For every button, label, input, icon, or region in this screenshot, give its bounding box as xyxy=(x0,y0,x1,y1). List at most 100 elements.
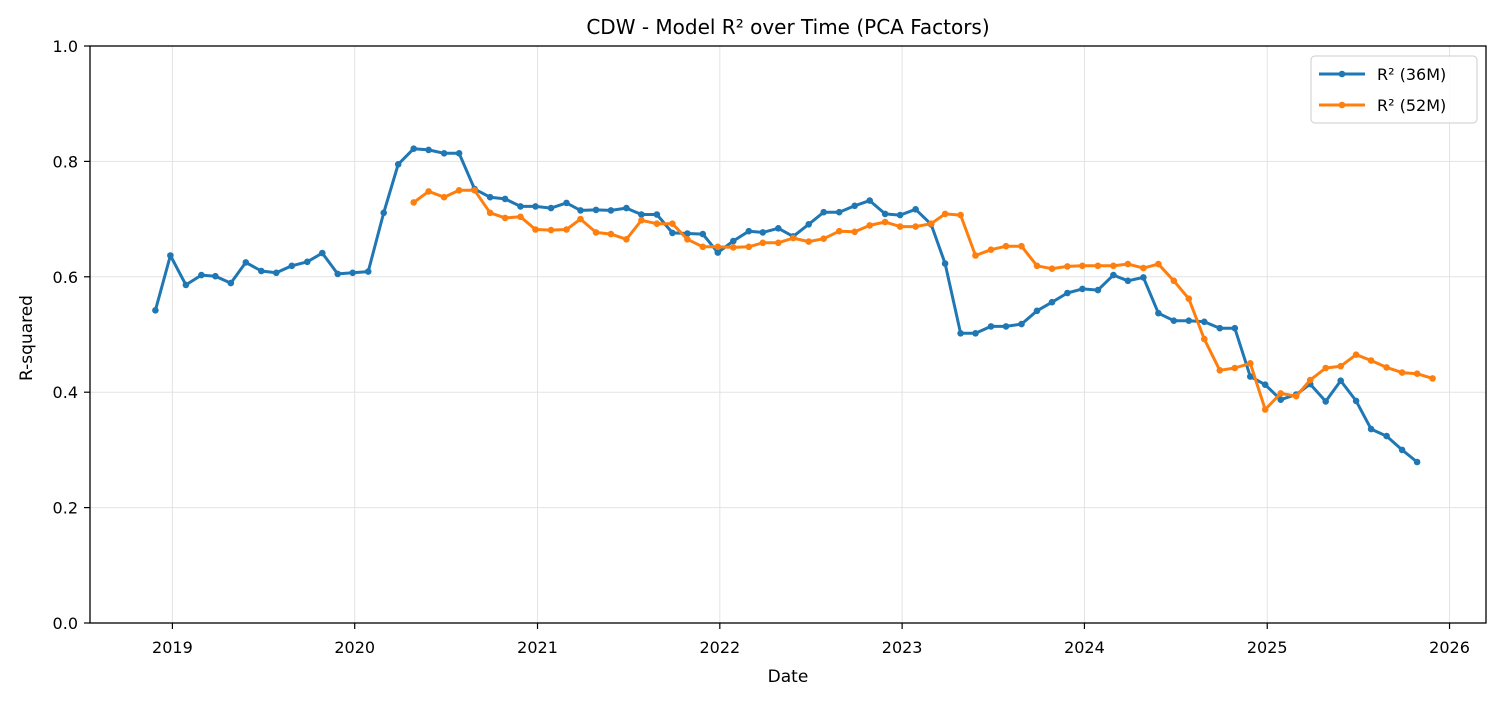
data-point xyxy=(501,195,509,203)
data-point xyxy=(425,188,432,195)
data-point xyxy=(547,226,555,234)
data-point xyxy=(1306,376,1314,384)
data-point xyxy=(730,244,737,251)
data-point xyxy=(1018,242,1025,250)
data-point xyxy=(912,206,919,213)
data-point xyxy=(1261,406,1269,413)
data-point xyxy=(1124,277,1132,285)
data-point xyxy=(623,236,630,243)
data-point xyxy=(501,214,509,222)
data-point xyxy=(1352,397,1360,405)
data-point xyxy=(912,223,919,230)
data-point xyxy=(1201,335,1208,343)
data-point xyxy=(1383,432,1390,440)
data-point xyxy=(684,236,691,243)
data-point xyxy=(1337,377,1344,385)
data-point xyxy=(410,145,418,152)
data-point xyxy=(1048,265,1056,273)
data-point xyxy=(1322,364,1329,372)
data-point xyxy=(699,243,707,251)
data-point xyxy=(242,259,250,266)
data-point xyxy=(410,199,418,206)
x-tick-label: 2025 xyxy=(1247,638,1288,657)
data-point xyxy=(957,211,964,219)
data-point xyxy=(1064,289,1071,297)
data-point xyxy=(881,210,889,218)
x-tick-label: 2020 xyxy=(334,638,375,657)
data-point xyxy=(1048,298,1056,306)
data-point xyxy=(1018,320,1025,328)
data-point xyxy=(941,210,949,218)
x-tick-label: 2023 xyxy=(882,638,923,657)
data-point xyxy=(972,252,979,259)
data-point xyxy=(455,187,463,194)
data-point xyxy=(1140,274,1147,281)
y-tick-label: 0.8 xyxy=(53,152,78,171)
data-point xyxy=(1201,318,1208,326)
data-point xyxy=(1367,357,1375,364)
data-point xyxy=(638,211,645,218)
data-point xyxy=(1398,369,1406,376)
data-point xyxy=(1170,317,1178,325)
data-point xyxy=(669,229,676,237)
series-layer xyxy=(152,145,1436,466)
x-tick-label: 2022 xyxy=(699,638,740,657)
data-point xyxy=(517,203,524,210)
data-point xyxy=(1064,263,1071,270)
data-point xyxy=(227,279,235,287)
data-point xyxy=(1247,360,1254,367)
data-point xyxy=(212,272,219,280)
data-point xyxy=(1079,262,1086,270)
data-point xyxy=(1413,370,1421,378)
data-point xyxy=(789,234,797,242)
data-point xyxy=(380,209,388,217)
data-point xyxy=(866,197,873,204)
x-axis: 2019 2020 2021 2022 2023 2024 2025 2026 xyxy=(152,623,1470,657)
data-point xyxy=(699,230,707,238)
data-point xyxy=(167,252,174,259)
legend-marker xyxy=(1338,70,1346,78)
data-point xyxy=(471,187,478,194)
data-point xyxy=(577,207,584,214)
y-tick-label: 0.0 xyxy=(53,614,78,633)
chart-title: CDW - Model R² over Time (PCA Factors) xyxy=(586,15,989,39)
data-point xyxy=(1292,392,1300,400)
x-tick-label: 2024 xyxy=(1064,638,1105,657)
data-point xyxy=(563,226,570,233)
data-point xyxy=(349,269,357,277)
data-point xyxy=(607,230,615,238)
data-point xyxy=(486,193,494,201)
data-point xyxy=(987,323,995,330)
data-point xyxy=(182,281,190,289)
data-point xyxy=(304,258,311,266)
data-point xyxy=(1155,309,1162,317)
data-point xyxy=(759,229,767,236)
data-point xyxy=(1140,264,1147,272)
data-point xyxy=(1216,324,1224,332)
data-point xyxy=(425,146,432,154)
data-point xyxy=(1110,262,1117,270)
data-point xyxy=(592,206,600,214)
data-point xyxy=(517,213,524,221)
data-point xyxy=(1033,307,1041,315)
data-point xyxy=(835,208,843,216)
data-point xyxy=(364,268,372,275)
data-point xyxy=(1002,242,1010,250)
legend-label: R² (52M) xyxy=(1377,96,1446,115)
data-point xyxy=(714,243,722,251)
data-point xyxy=(835,227,843,235)
data-point xyxy=(288,262,296,270)
data-point xyxy=(820,208,827,216)
data-point xyxy=(881,218,889,226)
data-point xyxy=(1429,375,1436,382)
x-tick-label: 2021 xyxy=(517,638,558,657)
data-point xyxy=(1185,295,1193,303)
data-point xyxy=(1094,262,1102,270)
y-axis: 0.0 0.2 0.4 0.6 0.8 1.0 xyxy=(53,37,90,633)
data-point xyxy=(653,211,661,218)
data-point xyxy=(440,193,448,201)
data-point xyxy=(592,229,600,236)
series-1 xyxy=(152,145,1421,466)
